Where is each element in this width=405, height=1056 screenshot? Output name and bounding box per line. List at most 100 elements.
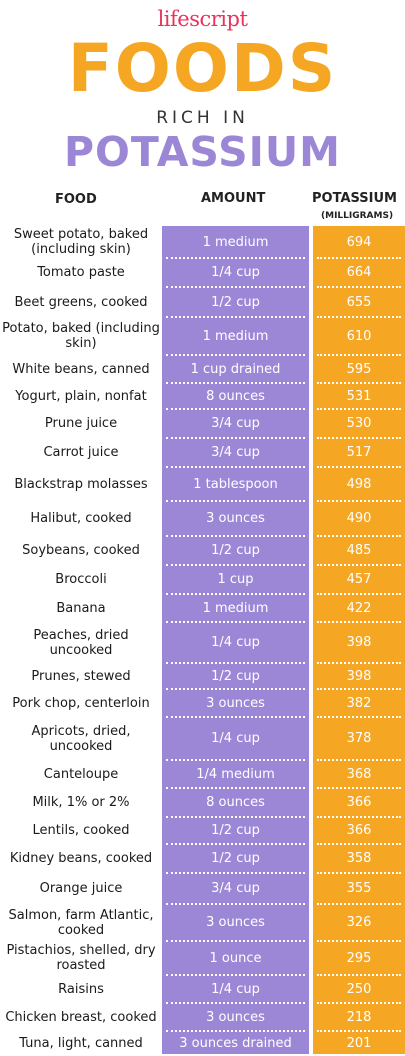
row-divider — [317, 974, 401, 976]
header-amount: AMOUNT — [201, 191, 266, 206]
amount-cell: 8 ounces — [206, 388, 265, 404]
table-row: Halibut, cooked 3 ounces 490 — [0, 500, 405, 536]
food-name: Peaches, dried uncooked — [33, 627, 129, 658]
potassium-cell: 326 — [346, 915, 372, 930]
table-row: Salmon, farm Atlantic, cooked 3 ounces 326 — [0, 903, 405, 941]
row-divider — [317, 662, 401, 664]
table-row: Blackstrap molasses 1 tablespoon 498 — [0, 466, 405, 501]
potassium-cell: 355 — [346, 881, 372, 896]
row-divider — [317, 716, 401, 718]
row-divider — [317, 286, 401, 288]
food-name: Yogurt, plain, nonfat — [15, 388, 147, 404]
row-divider — [317, 1002, 401, 1004]
row-divider — [317, 382, 401, 384]
potassium-cell: 694 — [346, 234, 372, 250]
food-name: Raisins — [58, 981, 104, 997]
row-divider — [166, 408, 305, 410]
potassium-cell: 610 — [346, 328, 372, 344]
row-divider — [317, 316, 401, 318]
row-divider — [317, 816, 401, 818]
table-row: Milk, 1% or 2% 8 ounces 366 — [0, 787, 405, 817]
table-row: Soybeans, cooked 1/2 cup 485 — [0, 535, 405, 565]
amount-cell: 1/2 cup — [211, 823, 260, 838]
row-divider — [166, 688, 305, 690]
potassium-cell: 366 — [346, 795, 372, 810]
row-divider — [166, 903, 305, 905]
amount-column-background — [162, 226, 309, 1054]
table-row: Carrot juice 3/4 cup 517 — [0, 437, 405, 467]
food-name: Halibut, cooked — [30, 511, 132, 526]
amount-cell: 1 tablespoon — [193, 476, 278, 492]
potassium-cell: 295 — [346, 950, 372, 966]
row-divider — [317, 437, 401, 439]
title-topic: POTASSIUM — [64, 128, 341, 176]
table-row: White beans, canned 1 cup drained 595 — [0, 354, 405, 383]
row-divider — [166, 759, 305, 761]
row-divider — [317, 843, 401, 845]
amount-cell: 1 cup — [217, 572, 254, 587]
amount-cell: 8 ounces — [206, 795, 265, 810]
table-row: Prunes, stewed 1/2 cup 398 — [0, 662, 405, 689]
row-divider — [166, 437, 305, 439]
food-name: Prunes, stewed — [31, 668, 131, 684]
brand-logo: lifescript — [157, 7, 248, 31]
row-divider — [166, 564, 305, 566]
amount-cell: 1/4 cup — [211, 981, 260, 997]
table-row: Apricots, dried, uncooked 1/4 cup 378 — [0, 716, 405, 760]
potassium-cell: 378 — [346, 731, 372, 746]
row-divider — [166, 593, 305, 595]
row-divider — [317, 940, 401, 942]
amount-cell: 1 cup drained — [190, 361, 281, 377]
amount-cell: 3 ounces — [206, 511, 265, 526]
food-name: Broccoli — [55, 572, 107, 587]
food-name: Carrot juice — [43, 445, 119, 460]
food-name: Blackstrap molasses — [14, 476, 148, 492]
potassium-cell: 201 — [346, 1036, 372, 1051]
row-divider — [317, 354, 401, 356]
food-name: Canteloupe — [43, 766, 119, 782]
amount-cell: 1 medium — [202, 234, 269, 250]
row-divider — [317, 466, 401, 468]
header-potassium: POTASSIUM — [312, 191, 397, 206]
table-row: Raisins 1/4 cup 250 — [0, 974, 405, 1003]
amount-cell: 1/4 cup — [211, 635, 260, 650]
amount-cell: 1/2 cup — [211, 851, 260, 866]
row-divider — [166, 872, 305, 874]
potassium-cell: 485 — [346, 543, 372, 558]
potassium-cell: 398 — [346, 635, 372, 650]
row-divider — [166, 716, 305, 718]
amount-cell: 1 medium — [202, 328, 269, 344]
potassium-cell: 655 — [346, 294, 372, 310]
table-row: Kidney beans, cooked 1/2 cup 358 — [0, 843, 405, 873]
potassium-cell: 366 — [346, 823, 372, 838]
row-divider — [317, 564, 401, 566]
row-divider — [166, 621, 305, 623]
header-unit: (MILLIGRAMS) — [321, 211, 394, 221]
row-divider — [317, 903, 401, 905]
food-name: Potato, baked (including skin) — [2, 321, 160, 351]
potassium-cell: 490 — [346, 511, 372, 526]
table-row: Potato, baked (including skin) 1 medium 61… — [0, 316, 405, 355]
food-name: Lentils, cooked — [32, 823, 130, 838]
food-name: Orange juice — [39, 881, 123, 896]
table-row: Orange juice 3/4 cup 355 — [0, 872, 405, 904]
title-sub: RICH IN — [156, 108, 249, 128]
potassium-cell: 664 — [346, 265, 372, 280]
food-name: Soybeans, cooked — [22, 543, 140, 558]
row-divider — [317, 500, 401, 502]
table-row: Tomato paste 1/4 cup 664 — [0, 257, 405, 287]
row-divider — [166, 354, 305, 356]
food-name: White beans, canned — [12, 361, 150, 377]
row-divider — [317, 621, 401, 623]
row-divider — [166, 1002, 305, 1004]
amount-cell: 1/2 cup — [211, 543, 260, 558]
amount-cell: 3 ounces drained — [179, 1036, 292, 1051]
potassium-column-background — [313, 226, 405, 1054]
row-divider — [317, 408, 401, 410]
row-divider — [166, 286, 305, 288]
amount-cell: 1 medium — [202, 600, 269, 616]
food-name: Salmon, farm Atlantic, cooked — [8, 907, 154, 938]
food-name: Tomato paste — [37, 265, 125, 280]
amount-cell: 3 ounces — [206, 1009, 265, 1025]
